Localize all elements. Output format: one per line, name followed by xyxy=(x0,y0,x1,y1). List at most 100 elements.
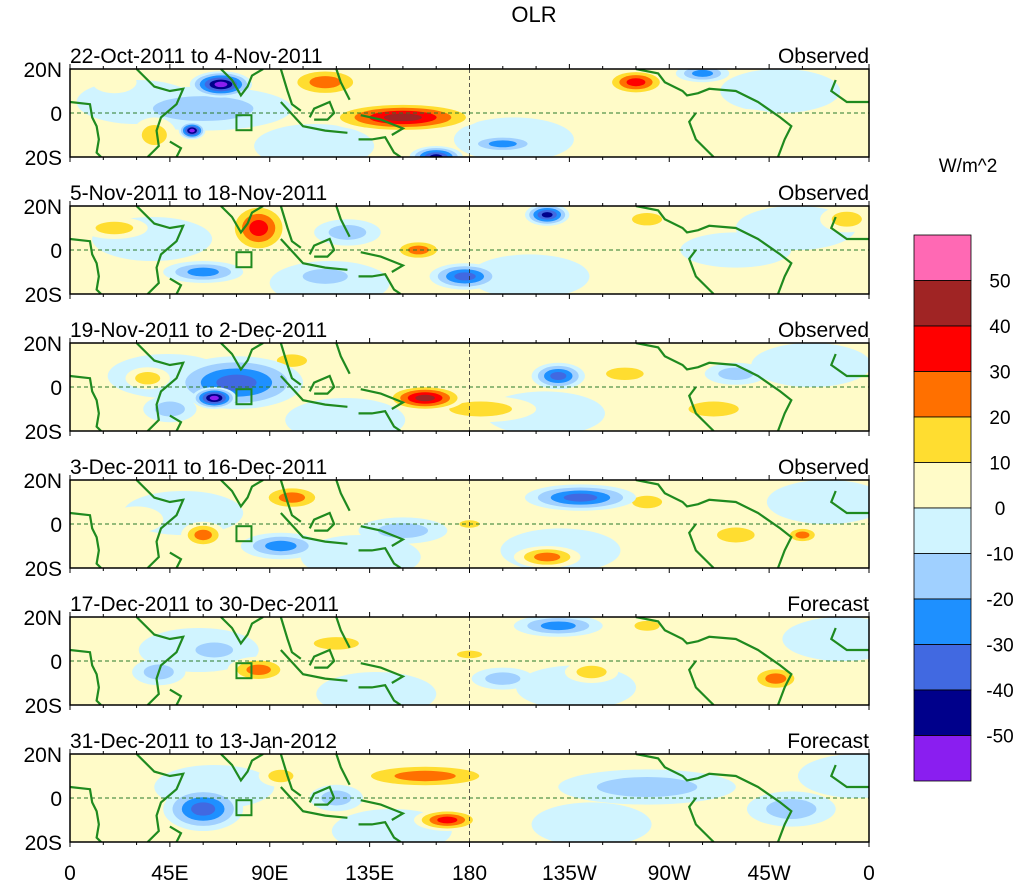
coastline xyxy=(335,480,351,512)
coastline xyxy=(220,617,264,646)
coastline xyxy=(220,754,264,783)
anomaly-contour xyxy=(831,211,862,227)
colorbar-tick-label: 10 xyxy=(989,454,1010,475)
map-panel: 3-Dec-2011 to 16-Dec-2011 Observed 20N 0 20S xyxy=(23,456,870,581)
anomaly-contour xyxy=(407,245,429,255)
coastline xyxy=(280,786,348,819)
chart-title: OLR xyxy=(511,2,556,27)
anomaly-contour xyxy=(718,367,754,381)
coastline xyxy=(635,617,793,705)
coastline xyxy=(687,249,715,294)
colorbar-swatch xyxy=(913,371,972,418)
colorbar-tick-label: 0 xyxy=(995,499,1006,520)
anomaly-region xyxy=(285,398,406,431)
coastline xyxy=(135,617,186,705)
y-tick-label: 20N xyxy=(23,607,62,630)
y-tick-label: 20N xyxy=(23,196,62,219)
coastline xyxy=(169,688,183,705)
panel-period: 19-Nov-2011 to 2-Dec-2011 xyxy=(70,319,327,342)
y-tick-label: 20N xyxy=(23,744,62,767)
colorbar-swatch xyxy=(913,598,972,645)
anomaly-region xyxy=(751,343,869,387)
y-tick-label: 20S xyxy=(25,832,62,855)
y-tick-label: 20S xyxy=(25,695,62,718)
y-tick-label: 20N xyxy=(23,59,62,82)
anomaly-contour xyxy=(214,81,228,88)
coastline xyxy=(308,374,336,395)
panel-type: Observed xyxy=(778,182,869,205)
coastline xyxy=(308,100,336,121)
coastline xyxy=(220,480,264,509)
coastline xyxy=(335,617,351,649)
y-tick-label: 0 xyxy=(50,103,62,126)
anomaly-contour xyxy=(92,71,137,94)
coastline xyxy=(635,206,793,294)
anomaly-contour xyxy=(415,394,435,402)
anomaly-contour xyxy=(141,125,167,145)
coastline xyxy=(360,662,406,684)
index-box xyxy=(235,114,253,132)
x-tick-label: 0 xyxy=(64,862,76,885)
anomaly-region xyxy=(766,480,869,524)
coastline xyxy=(635,343,793,431)
anomaly-contour xyxy=(377,523,429,539)
colorbar-tick-label: 30 xyxy=(989,363,1010,384)
coastline xyxy=(360,114,406,136)
colorbar-label: W/m^2 xyxy=(939,156,998,177)
coastline xyxy=(358,272,402,294)
anomaly-region xyxy=(720,69,841,113)
anomaly-region xyxy=(469,254,590,294)
anomaly-contour xyxy=(488,140,517,148)
coastline xyxy=(635,480,793,568)
coastline xyxy=(280,101,348,134)
anomaly-contour xyxy=(189,128,195,133)
colorbar-tick-label: 50 xyxy=(989,272,1010,293)
panel-type: Forecast xyxy=(787,730,869,753)
coastline xyxy=(335,343,351,375)
coastline xyxy=(280,649,348,682)
coastline xyxy=(135,754,186,842)
coastline xyxy=(687,386,715,431)
coastline xyxy=(358,820,402,842)
coastline xyxy=(279,343,302,386)
x-tick-label: 90W xyxy=(648,862,691,885)
colorbar-tick-label: -10 xyxy=(986,545,1013,566)
coastline xyxy=(687,523,715,568)
coastline xyxy=(70,374,102,431)
coastline xyxy=(829,490,869,515)
anomaly-contour xyxy=(563,493,598,502)
x-tick-label: 135W xyxy=(542,862,597,885)
map-panel: 5-Nov-2011 to 18-Nov-2011 Observed 20N 0 20S xyxy=(23,182,870,307)
panel-period: 5-Nov-2011 to 18-Nov-2011 xyxy=(70,182,327,205)
y-tick-label: 20S xyxy=(25,558,62,581)
x-tick-label: 90E xyxy=(251,862,288,885)
anomaly-contour xyxy=(313,637,359,650)
coastline xyxy=(279,206,302,249)
anomaly-region xyxy=(782,617,869,661)
y-tick-label: 20S xyxy=(25,147,62,170)
colorbar-tick-label: 40 xyxy=(989,317,1010,338)
coastline xyxy=(279,754,302,797)
coastline xyxy=(279,69,302,112)
coastline xyxy=(360,799,406,821)
anomaly-contour xyxy=(541,212,553,218)
anomaly-region xyxy=(797,754,869,798)
anomaly-contour xyxy=(485,672,521,685)
anomaly-contour xyxy=(626,78,646,87)
coastline xyxy=(169,414,183,431)
anomaly-contour xyxy=(692,69,714,77)
anomaly-contour xyxy=(765,673,787,684)
anomaly-contour xyxy=(302,268,348,284)
coastline xyxy=(635,69,793,157)
anomaly-contour xyxy=(265,540,297,552)
anomaly-contour xyxy=(309,76,341,89)
y-tick-label: 0 xyxy=(50,514,62,537)
anomaly-contour xyxy=(631,212,663,226)
map-panel: 31-Dec-2011 to 13-Jan-2012 Forecast 20N 0 20… xyxy=(23,730,870,855)
index-box xyxy=(235,251,253,269)
panel-type: Observed xyxy=(778,456,869,479)
coastline xyxy=(169,277,183,294)
anomaly-contour xyxy=(766,799,817,819)
